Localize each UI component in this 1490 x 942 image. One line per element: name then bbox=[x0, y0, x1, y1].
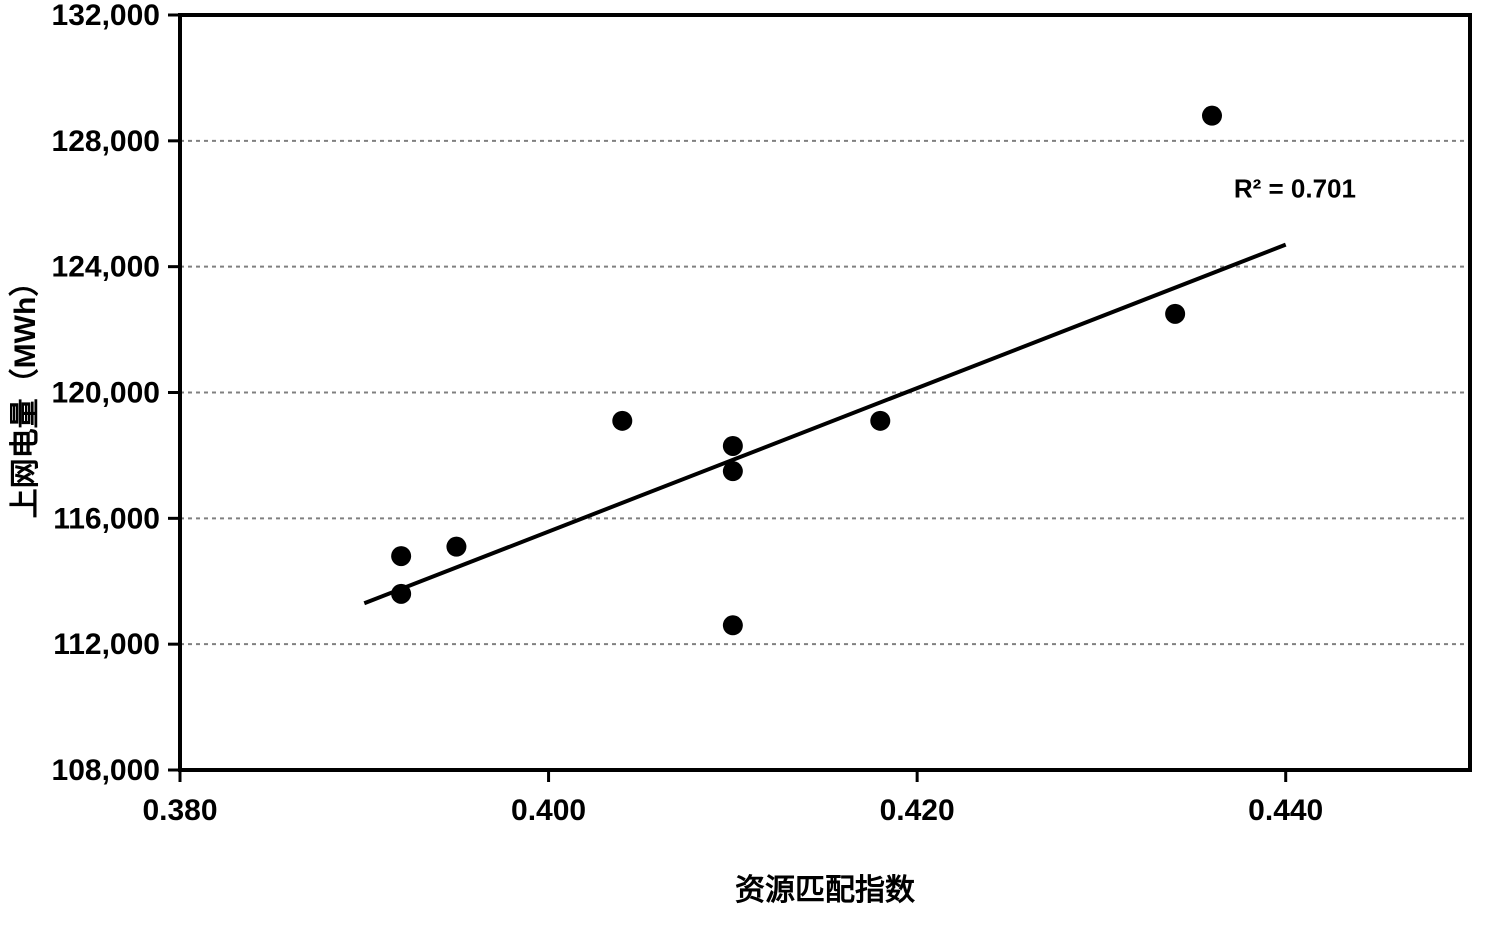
scatter-point bbox=[391, 546, 411, 566]
scatter-point bbox=[723, 615, 743, 635]
scatter-point bbox=[723, 436, 743, 456]
scatter-point bbox=[446, 537, 466, 557]
y-axis-title: 上网电量（MWh） bbox=[8, 267, 42, 519]
x-tick-label: 0.400 bbox=[511, 794, 586, 827]
scatter-chart: 108,000 112,000 116,000 120,000 124,000 128,0… bbox=[0, 0, 1490, 942]
y-tick-label: 120,000 bbox=[52, 377, 160, 410]
y-tick-label: 112,000 bbox=[53, 628, 160, 661]
y-tick-label: 128,000 bbox=[52, 125, 160, 158]
scatter-point bbox=[612, 411, 632, 431]
scatter-point bbox=[723, 461, 743, 481]
x-tick-label: 0.420 bbox=[880, 794, 955, 827]
x-axis-title: 资源匹配指数 bbox=[735, 874, 916, 907]
x-tick-label: 0.380 bbox=[142, 794, 217, 827]
y-tick-label: 116,000 bbox=[53, 502, 160, 535]
x-tick-label: 0.440 bbox=[1248, 794, 1323, 827]
scatter-point bbox=[870, 411, 890, 431]
y-tick-label: 132,000 bbox=[52, 0, 160, 32]
y-tick-label: 108,000 bbox=[52, 754, 160, 787]
chart-svg: 108,000 112,000 116,000 120,000 124,000 128,0… bbox=[0, 0, 1490, 942]
scatter-point bbox=[391, 584, 411, 604]
y-tick-label: 124,000 bbox=[52, 251, 160, 284]
scatter-point bbox=[1202, 106, 1222, 126]
scatter-point bbox=[1165, 304, 1185, 324]
r-squared-label: R² = 0.701 bbox=[1234, 173, 1356, 203]
